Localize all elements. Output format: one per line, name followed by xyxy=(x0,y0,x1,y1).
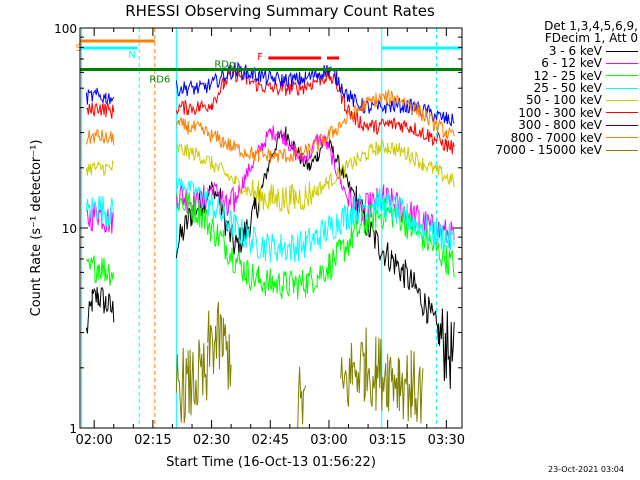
legend-swatch xyxy=(606,149,638,151)
y-tick-label: 1 xyxy=(69,422,77,436)
legend-item: 7000 - 15000 keV xyxy=(478,144,638,156)
legend-item-label: 800 - 7000 keV xyxy=(510,130,602,145)
legend-swatch xyxy=(606,50,638,52)
legend-item-label: 50 - 100 keV xyxy=(525,93,602,108)
legend-header-1: FDecim 1, Att 0 xyxy=(544,31,638,46)
series-line-0-1 xyxy=(175,126,455,389)
flag-label-0: S xyxy=(76,43,82,54)
legend-swatch xyxy=(606,124,638,126)
legend-item-label: 3 - 6 keV xyxy=(548,43,602,58)
legend-item-label: 100 - 300 keV xyxy=(518,105,602,120)
x-tick-label: 03:15 xyxy=(369,433,406,448)
series-line-8-1 xyxy=(207,301,232,390)
legend-swatch xyxy=(606,75,638,77)
legend-item-label: 7000 - 15000 keV xyxy=(495,142,602,157)
series-line-8-2 xyxy=(297,366,306,429)
series-line-5-0 xyxy=(86,102,115,119)
legend-item: 300 - 800 keV xyxy=(478,118,638,133)
legend-item: 3 - 6 keV xyxy=(478,43,638,58)
series-line-0-0 xyxy=(85,286,115,334)
legend-item: 800 - 7000 keV xyxy=(478,130,638,145)
y-axis-label: Count Rate (s⁻¹ detector⁻¹) xyxy=(29,140,44,317)
series-line-8-0 xyxy=(175,339,209,424)
series-line-3-1 xyxy=(175,177,455,263)
flag-label-1: N xyxy=(128,50,135,61)
x-axis-label: Start Time (16-Oct-13 01:56:22) xyxy=(166,455,376,470)
series-line-1-0 xyxy=(86,202,115,234)
chart-title: RHESSI Observing Summary Count Rates xyxy=(125,2,435,20)
series-line-8-3 xyxy=(340,327,424,424)
series-300-800-kev xyxy=(85,61,455,127)
legend-item-label: 25 - 50 keV xyxy=(533,80,602,95)
y-tick-label: 10 xyxy=(62,222,77,236)
flag-label-2: F xyxy=(257,52,263,63)
series-line-7-1 xyxy=(175,89,455,164)
x-tick-label: 03:30 xyxy=(428,433,465,448)
legend-item: 25 - 50 keV xyxy=(478,82,638,94)
series-800-7000-kev xyxy=(85,89,455,164)
series-line-6-1 xyxy=(175,61,455,127)
series-line-5-1 xyxy=(175,64,455,155)
x-tick-label: 02:30 xyxy=(193,433,230,448)
legend-item-label: 12 - 25 keV xyxy=(533,68,602,83)
flag-bars: RD6 RDp S N F xyxy=(76,39,462,86)
legend-swatch xyxy=(606,62,638,64)
series-line-6-0 xyxy=(85,87,115,106)
x-tick-label: 02:15 xyxy=(134,433,171,448)
legend-item-label: 300 - 800 keV xyxy=(518,118,602,133)
legend-swatch xyxy=(606,100,638,102)
series-line-2-0 xyxy=(85,255,115,286)
attenuator-label-0: RD6 xyxy=(149,75,170,86)
legend-header-0: Det 1,3,4,5,6,9, xyxy=(544,19,638,33)
series-line-4-0 xyxy=(85,159,115,177)
x-tick-label: 03:00 xyxy=(310,433,347,448)
series-line-3-0 xyxy=(85,195,115,228)
series-line-4-1 xyxy=(176,139,455,215)
legend-item: 6 - 12 keV xyxy=(478,56,638,71)
series-line-7-0 xyxy=(85,128,115,146)
legend-swatch xyxy=(606,87,638,89)
legend-swatch xyxy=(606,112,638,114)
legend-item: 100 - 300 keV xyxy=(478,105,638,120)
x-tick-label: 02:00 xyxy=(75,433,112,448)
timestamp: 23-Oct-2021 03:04 xyxy=(548,465,624,474)
series-100-300-kev xyxy=(86,64,455,155)
series-7000-15000-kev xyxy=(175,301,424,429)
axis-ticks: 1 10 100 02:00 02:15 02:30 02:45 03:00 03:15 03:3… xyxy=(54,22,465,448)
series-line-2-1 xyxy=(175,192,455,300)
attenuator-label-1: RDp xyxy=(214,60,235,71)
x-tick-label: 02:45 xyxy=(252,433,289,448)
series-50-100-kev xyxy=(85,139,455,215)
y-tick-label: 100 xyxy=(54,22,77,36)
legend-item: 12 - 25 keV xyxy=(478,68,638,83)
legend-item-label: 6 - 12 keV xyxy=(541,56,602,71)
legend-item: 50 - 100 keV xyxy=(478,93,638,108)
series-25-50-kev xyxy=(85,177,455,263)
legend-swatch xyxy=(606,137,638,139)
series-group xyxy=(85,61,455,429)
